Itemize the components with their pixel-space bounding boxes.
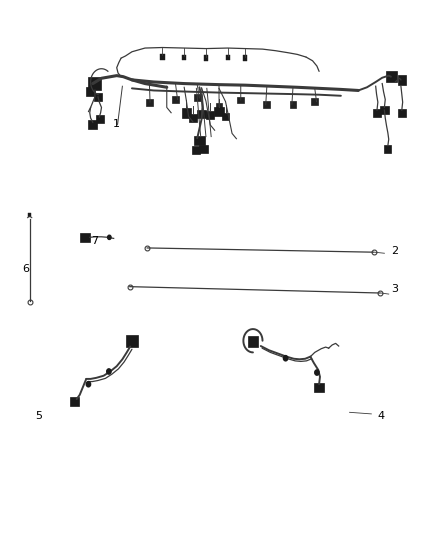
Bar (243, 55, 247, 61)
Bar (197, 110, 206, 118)
Bar (189, 114, 197, 122)
Bar (70, 397, 79, 407)
Bar (126, 335, 138, 346)
Bar (386, 71, 397, 82)
Bar (88, 77, 102, 90)
Bar (80, 232, 90, 242)
Bar (222, 113, 230, 120)
Bar (314, 383, 324, 392)
Bar (263, 101, 270, 108)
Bar (86, 87, 95, 96)
Bar (96, 115, 104, 123)
Bar (247, 336, 258, 347)
Bar (192, 146, 200, 154)
Bar (194, 135, 205, 145)
Text: 6: 6 (22, 264, 29, 274)
Text: 5: 5 (35, 411, 42, 421)
Bar (88, 120, 97, 128)
Circle shape (315, 370, 319, 375)
Circle shape (108, 235, 111, 239)
Bar (214, 107, 224, 116)
Bar (380, 106, 389, 114)
Bar (94, 93, 102, 101)
Circle shape (107, 369, 111, 374)
Bar (215, 103, 223, 110)
Bar (172, 96, 179, 103)
Bar (182, 55, 186, 60)
Text: 4: 4 (378, 411, 385, 421)
Bar (182, 108, 191, 117)
Bar (194, 94, 201, 101)
Bar (160, 54, 165, 60)
Circle shape (283, 356, 288, 361)
Bar (290, 101, 297, 108)
Bar (28, 213, 32, 217)
Bar (237, 96, 244, 103)
Bar (311, 98, 318, 105)
Bar (226, 55, 230, 60)
Bar (206, 111, 214, 119)
Bar (146, 99, 153, 106)
Bar (398, 75, 406, 85)
Bar (199, 145, 208, 153)
Text: 1: 1 (113, 119, 120, 130)
Text: 7: 7 (92, 236, 99, 246)
Bar (398, 109, 406, 117)
Text: 3: 3 (391, 284, 398, 294)
Text: 2: 2 (391, 246, 398, 256)
Circle shape (86, 382, 91, 387)
Bar (373, 109, 381, 117)
Bar (204, 55, 208, 61)
Bar (384, 145, 391, 153)
